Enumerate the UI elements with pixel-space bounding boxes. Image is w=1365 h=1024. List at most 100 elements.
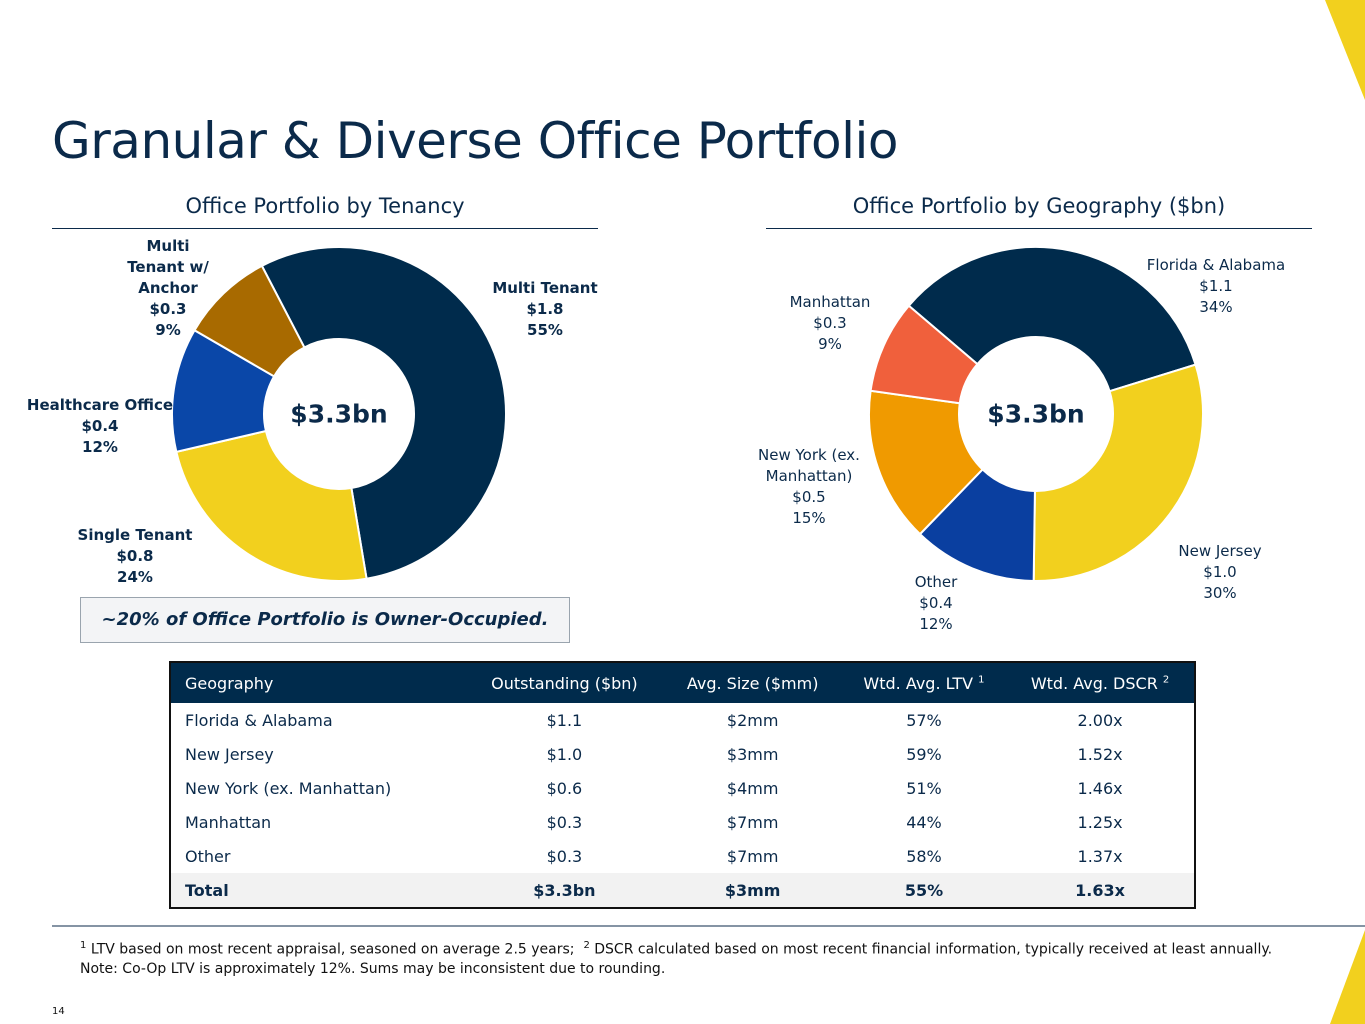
slice-label: Florida & Alabama $1.1 34% [1136, 255, 1296, 318]
table-row: Manhattan $0.3 $7mm 44% 1.25x [170, 805, 1195, 839]
center-label: $3.3bn [987, 399, 1085, 429]
category-label: New Jersey [1178, 542, 1262, 560]
value-label: 12% [919, 615, 953, 633]
donut-slice [869, 304, 979, 405]
category-label: New York (ex. Manhattan) [758, 446, 860, 485]
slice-label: Single Tenant $0.8 24% [65, 525, 205, 588]
table-cell: $7mm [726, 812, 779, 832]
slice-label: Healthcare Office $0.4 12% [20, 395, 180, 458]
header-text: Wtd. Avg. DSCR [1030, 673, 1158, 693]
table-cell: 59% [906, 744, 942, 764]
callout: ~20% of Office Portfolio is Owner-Occupi… [80, 597, 570, 643]
header-text: Geography [185, 673, 274, 693]
table-cell: Manhattan [185, 812, 272, 832]
amount-label: $0.8 [116, 547, 154, 565]
table-cell: $4mm [726, 778, 779, 798]
note: Note: Co-Op LTV is approximately 12%. Su… [80, 960, 666, 977]
value-label: 55% [527, 321, 563, 339]
title-rule [52, 228, 598, 229]
category-label: Healthcare Office [26, 396, 174, 414]
table-cell: Total [170, 873, 466, 908]
amount-label: $0.3 [813, 314, 847, 332]
slice-label: Multi Tenant $1.8 55% [485, 278, 605, 341]
table-cell: 51% [906, 778, 942, 798]
chart-title: Office Portfolio by Geography ($bn) [852, 194, 1226, 218]
slice-label: Other $0.4 12% [886, 572, 986, 635]
donut-slice [260, 246, 507, 580]
value-label: 9% [155, 321, 181, 339]
amount-label: $1.1 [1199, 277, 1233, 295]
donut-slice [175, 429, 368, 582]
center-label: $3.3bn [290, 399, 388, 429]
amount-label: $0.5 [792, 488, 826, 506]
data-table: Geography Outstanding ($bn) Avg. Size ($mm… [169, 661, 1196, 909]
category-label: Manhattan [789, 293, 871, 311]
table-cell: 1.63x [1006, 873, 1195, 908]
slice-label: Manhattan $0.3 9% [770, 292, 890, 355]
category-label: Florida & Alabama [1146, 256, 1286, 274]
table-cell: New York (ex. Manhattan) [185, 778, 392, 798]
column-header: Wtd. Avg. DSCR 2 [1006, 662, 1195, 703]
footnote: DSCR calculated based on most recent fin… [594, 941, 1273, 958]
slide-title: Granular & Diverse Office Portfolio [52, 112, 898, 170]
column-header: Wtd. Avg. LTV 1 [841, 662, 1007, 703]
column-header: Geography [170, 662, 466, 703]
title-rule [766, 228, 1312, 229]
header-note: 2 [1162, 674, 1170, 686]
amount-label: $0.3 [149, 300, 187, 318]
footnote: LTV based on most recent appraisal, seas… [90, 941, 575, 958]
table-cell: New Jersey [185, 744, 274, 764]
table-cell: $0.3 [546, 812, 583, 832]
table-cell: 2.00x [1077, 710, 1123, 730]
footnote-line: 1 LTV based on most recent appraisal, se… [80, 936, 1272, 960]
donut-slice [193, 264, 306, 378]
table-cell: $2mm [726, 710, 779, 730]
table-cell: 1.37x [1077, 846, 1123, 866]
value-label: 34% [1199, 298, 1233, 316]
chart-title: Office Portfolio by Tenancy [185, 194, 465, 218]
total-row: Total $3.3bn $3mm 55% 1.63x [170, 873, 1195, 908]
column-header: Outstanding ($bn) [465, 662, 664, 703]
donut-slice [1032, 363, 1204, 582]
table-cell: $3mm [726, 744, 779, 764]
table-cell: $3mm [663, 873, 842, 908]
table-cell: $7mm [726, 846, 779, 866]
category-label: Multi Tenant [492, 279, 598, 297]
header-text: Avg. Size ($mm) [686, 673, 819, 693]
value-label: 15% [792, 509, 826, 527]
table-cell: 57% [906, 710, 942, 730]
table-row: Florida & Alabama $1.1 $2mm 57% 2.00x [170, 703, 1195, 737]
amount-label: $1.8 [526, 300, 564, 318]
value-label: 9% [818, 335, 842, 353]
value-label: 12% [82, 438, 118, 456]
amount-label: $0.4 [919, 594, 953, 612]
table-row: Other $0.3 $7mm 58% 1.37x [170, 839, 1195, 873]
table-cell: 1.25x [1077, 812, 1123, 832]
category-label: Multi Tenant w/ Anchor [127, 237, 209, 297]
table-cell: $3.3bn [465, 873, 664, 908]
table-cell: 55% [841, 873, 1007, 908]
donut-slice [907, 246, 1197, 393]
header-text: Outstanding ($bn) [491, 673, 638, 693]
amount-label: $0.4 [81, 417, 119, 435]
donut-slice [868, 389, 984, 536]
decor-triangle [1325, 0, 1365, 100]
table-row: New Jersey $1.0 $3mm 59% 1.52x [170, 737, 1195, 771]
table-cell: $1.1 [546, 710, 583, 730]
category-label: Single Tenant [77, 526, 193, 544]
table-cell: Other [185, 846, 231, 866]
slice-label: New York (ex. Manhattan) $0.5 15% [749, 445, 869, 529]
footnote-mark: 1 [80, 940, 87, 951]
table-cell: $1.0 [546, 744, 583, 764]
table-cell: 1.46x [1077, 778, 1123, 798]
table-cell: Florida & Alabama [185, 710, 333, 730]
category-label: Other [914, 573, 958, 591]
slice-label: New Jersey $1.0 30% [1160, 541, 1280, 604]
table-cell: $0.3 [546, 846, 583, 866]
table-cell: 1.52x [1077, 744, 1123, 764]
header-text: Wtd. Avg. LTV [863, 673, 974, 693]
decor-triangle [1330, 930, 1365, 1024]
table-cell: 58% [906, 846, 942, 866]
